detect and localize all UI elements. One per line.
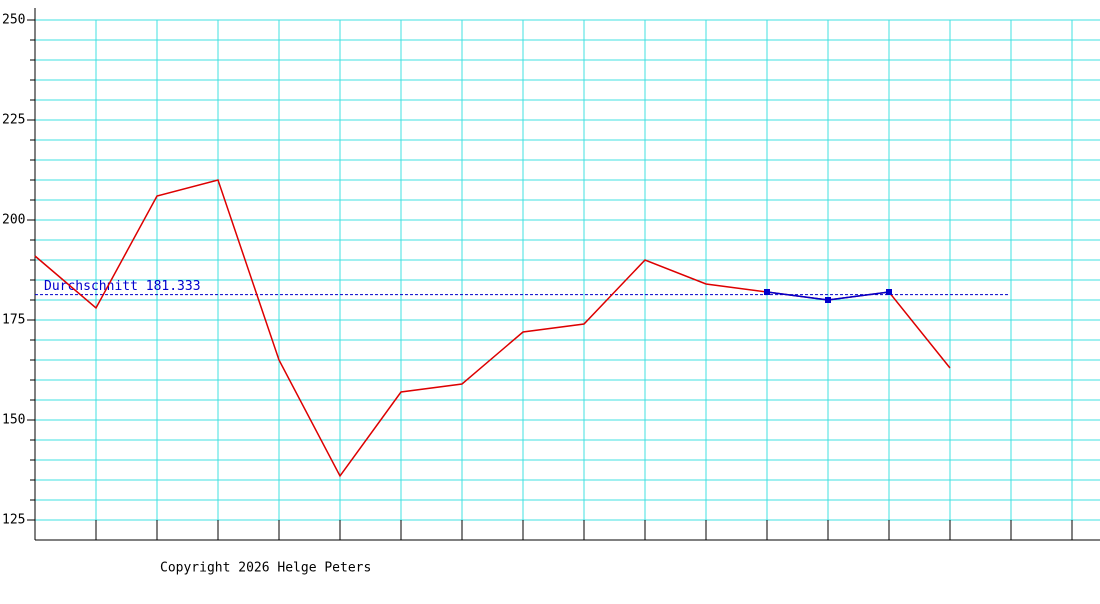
y-tick-label: 175 (2, 313, 25, 328)
point (886, 289, 892, 295)
footer: Copyright 2026 Helge Peters (160, 561, 371, 576)
y-tick-label: 250 (2, 13, 25, 28)
point (764, 289, 770, 295)
y-tick-label: 225 (2, 113, 25, 128)
series-line (34, 179, 951, 478)
y-tick-label: 125 (2, 513, 25, 528)
reference-label: Durchschnitt 181.333 (44, 279, 201, 294)
point (825, 297, 831, 303)
y-tick-label: 150 (2, 413, 25, 428)
y-tick-label: 200 (2, 213, 25, 228)
